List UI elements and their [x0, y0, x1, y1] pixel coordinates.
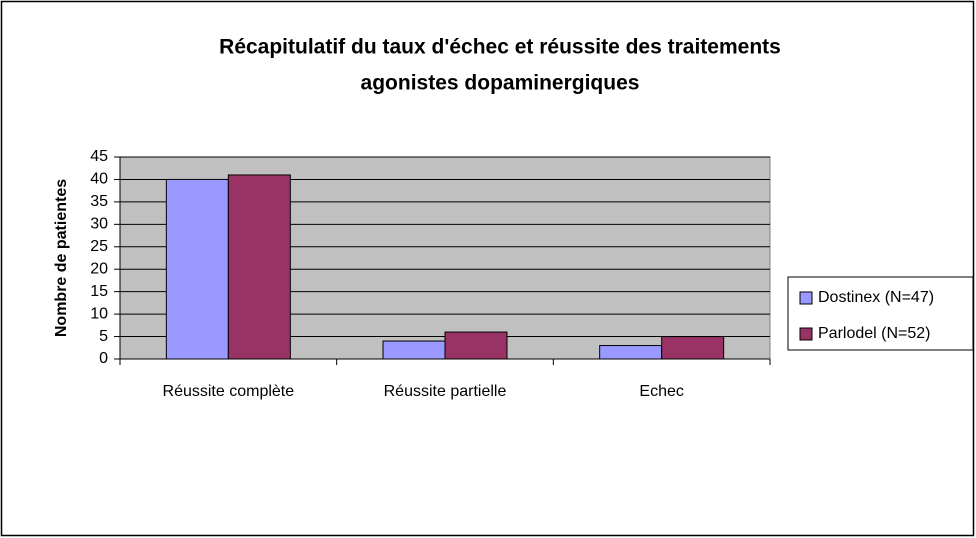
y-tick-label: 25: [90, 238, 108, 255]
chart-title: Récapitulatif du taux d'échec et réussit…: [219, 36, 781, 59]
y-tick-label: 20: [90, 260, 108, 277]
bar: [382, 340, 446, 360]
legend-swatch: [799, 327, 813, 341]
legend-label: Parlodel (N=52): [818, 325, 931, 342]
y-tick-label: 40: [90, 171, 108, 188]
y-tick-label: 30: [90, 216, 108, 233]
y-tick-label: 0: [99, 350, 108, 367]
bar: [165, 178, 229, 360]
bar: [661, 336, 725, 360]
bar: [444, 331, 508, 360]
x-tick-label: Réussite partielle: [384, 383, 507, 400]
y-tick-label: 45: [90, 148, 108, 165]
y-tick-label: 15: [90, 283, 108, 300]
y-tick-label: 5: [99, 328, 108, 345]
x-tick-label: Réussite complète: [163, 383, 295, 400]
legend: [787, 276, 974, 351]
legend-swatch: [799, 291, 813, 305]
y-tick-label: 10: [90, 305, 108, 322]
y-tick-label: 35: [90, 193, 108, 210]
bar: [599, 345, 663, 360]
y-axis-label: Nombre de patientes: [53, 179, 70, 337]
legend-label: Dostinex (N=47): [818, 289, 934, 306]
bar: [227, 174, 291, 360]
chart-title: agonistes dopaminergiques: [361, 72, 640, 95]
x-tick-label: Echec: [639, 383, 683, 400]
